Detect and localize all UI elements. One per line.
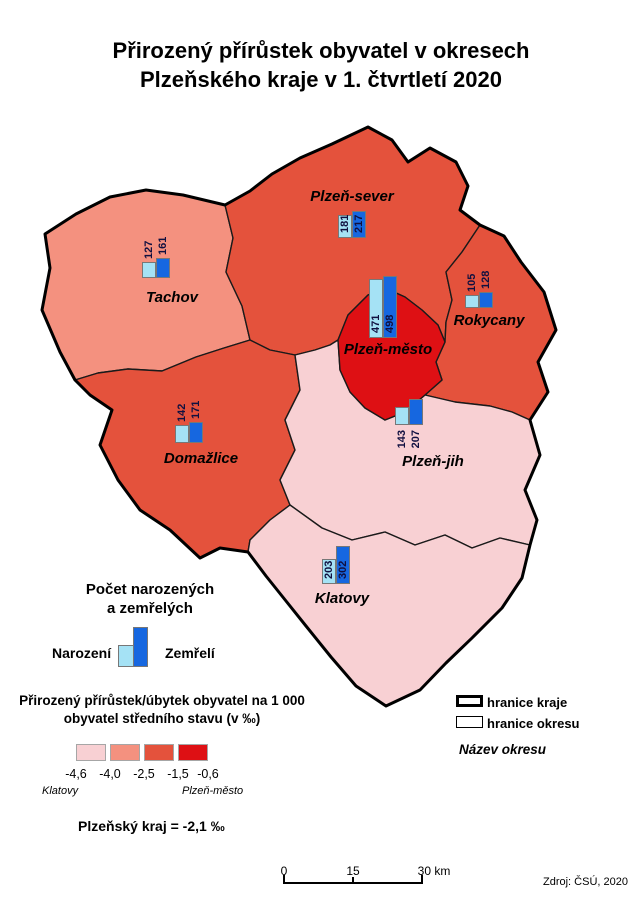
bar-legend-heading-line2: a zemřelých [107, 600, 193, 617]
kraj-outer-boundary [40, 125, 558, 708]
scalebar-tick-end [421, 875, 423, 883]
scale-legend-heading: Přirozený přírůstek/úbytek obyvatel na 1… [12, 692, 312, 728]
bar-legend-heading: Počet narozených a zemřelých [30, 580, 270, 618]
scale-tick-4: -1,5 [167, 767, 189, 781]
scale-min-label: Klatovy [42, 785, 79, 797]
scale-swatch-4 [178, 744, 208, 761]
scalebar-tick-middle [352, 877, 354, 883]
source-credit: Zdroj: ČSÚ, 2020 [543, 876, 628, 888]
scalebar-label-end: 30 km [417, 864, 451, 878]
district-name-style-label: Název okresu [459, 742, 547, 757]
scale-tick-3: -2,5 [133, 767, 155, 781]
bar-legend-heading-line1: Počet narozených [85, 581, 215, 598]
page-title-line2: Plzeňského kraje v 1. čtvrtletí 2020 [140, 67, 502, 92]
scale-swatch-1 [76, 744, 106, 761]
legend-deaths-swatch [133, 627, 148, 667]
deaths-label: Zemřelí [165, 645, 215, 661]
legend-born-swatch [118, 645, 134, 667]
okres-boundary-swatch [456, 716, 483, 728]
okres-boundary-label: hranice okresu [487, 716, 580, 731]
kraj-boundary-label: hranice kraje [487, 695, 568, 710]
scale-max-label: Plzeň-město [182, 785, 244, 797]
scalebar-label-start: 0 [280, 864, 288, 878]
page-title-line1: Přirozený přírůstek obyvatel v okresech [112, 38, 530, 63]
scalebar-tick-start [283, 875, 285, 883]
born-label: Narození [52, 645, 112, 661]
region-note: Plzeňský kraj = -2,1 ‰ [78, 818, 225, 834]
scale-tick-2: -4,0 [99, 767, 121, 781]
scale-tick-1: -4,6 [65, 767, 87, 781]
scale-swatch-3 [144, 744, 174, 761]
scale-tick-5: -0,6 [197, 767, 219, 781]
scale-legend-heading-line2: obyvatel středního stavu (v ‰) [63, 711, 261, 726]
scale-swatch-2 [110, 744, 140, 761]
page-title: Přirozený přírůstek obyvatel v okresech … [0, 36, 642, 94]
scalebar-label-middle: 15 [346, 864, 360, 878]
scale-legend-heading-line1: Přirozený přírůstek/úbytek obyvatel na 1… [19, 693, 305, 708]
kraj-boundary-swatch [456, 695, 483, 707]
